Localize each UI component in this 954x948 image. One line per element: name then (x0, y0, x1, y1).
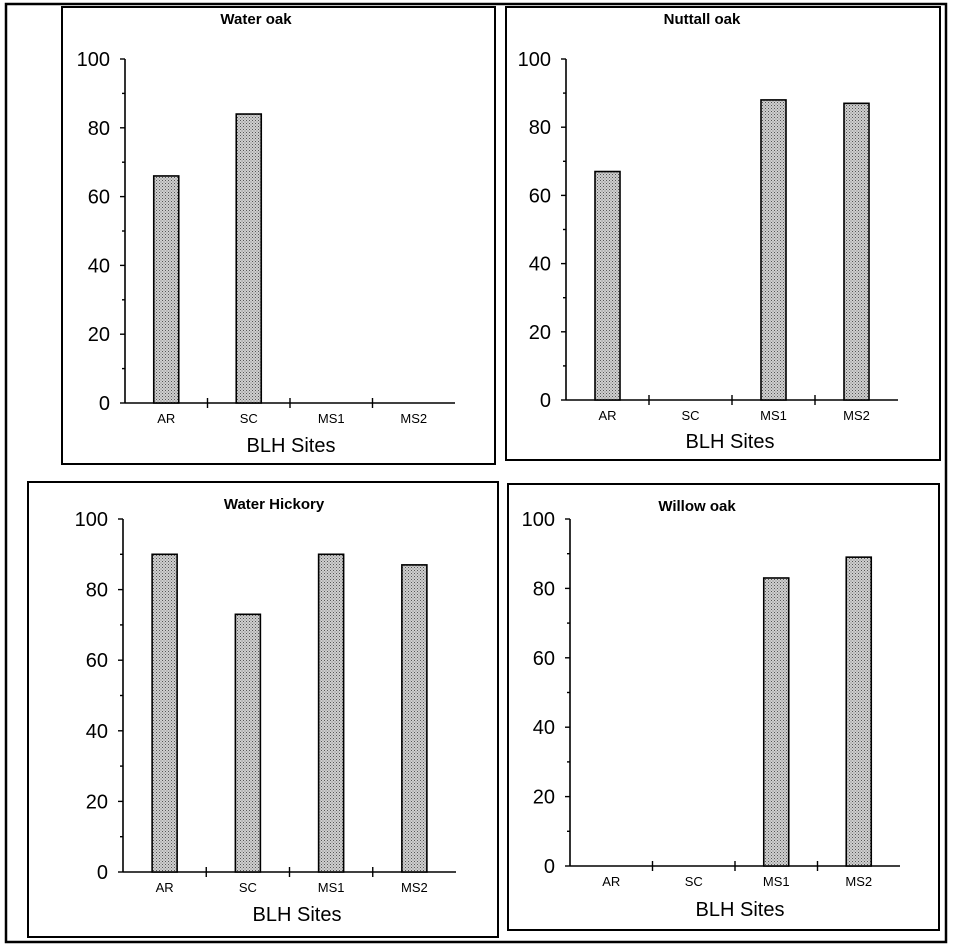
x-tick-label: SC (685, 874, 703, 889)
plot-area: 0 20 40 60 80 100 AR SC MS1 MS2 (77, 49, 455, 426)
y-tick-label: 0 (97, 862, 108, 884)
chart-panel-nuttall-oak: Nuttall oak BLH Sites 0 20 40 60 80 100 AR SC MS… (505, 6, 941, 461)
x-axis-label: BLH Sites (247, 435, 336, 457)
y-tick-label: 80 (529, 117, 551, 139)
x-axis-label: BLH Sites (696, 899, 785, 921)
plot-area: 0 20 40 60 80 100 AR SC MS1 MS2 (518, 49, 898, 423)
x-tick-label: MS1 (318, 880, 345, 895)
y-tick-label: 60 (533, 648, 555, 670)
chart-panel-willow-oak: Willow oak BLH Sites 0 20 40 60 80 100 AR SC MS1… (507, 483, 940, 931)
y-tick-label: 0 (99, 393, 110, 415)
y-tick-label: 0 (540, 390, 551, 412)
x-tick-label: MS2 (845, 874, 872, 889)
y-tick-label: 0 (544, 856, 555, 878)
bar-sc (235, 113, 263, 404)
x-tick-label: AR (598, 408, 616, 423)
figure-frame (4, 2, 948, 944)
x-tick-label: AR (157, 411, 175, 426)
x-tick-label: MS2 (843, 408, 870, 423)
y-tick-label: 40 (88, 255, 110, 277)
panel-frame (61, 6, 496, 465)
plot-area: 0 20 40 60 80 100 AR SC MS1 MS2 (75, 509, 456, 895)
y-tick-label: 40 (529, 254, 551, 276)
y-tick-label: 20 (529, 322, 551, 344)
panel-frame (507, 483, 940, 931)
y-tick-label: 60 (88, 187, 110, 209)
x-axis-label: BLH Sites (253, 904, 342, 926)
bar-ar (594, 170, 621, 401)
y-tick-label: 60 (86, 650, 108, 672)
x-tick-label: AR (156, 880, 174, 895)
y-tick-label: 100 (75, 509, 108, 531)
y-tick-label: 100 (522, 509, 555, 531)
x-tick-label: AR (602, 874, 620, 889)
y-tick-label: 40 (533, 717, 555, 739)
chart-title: Water oak (220, 11, 292, 28)
y-tick-label: 60 (529, 185, 551, 207)
y-tick-label: 20 (88, 324, 110, 346)
bar-ms2 (845, 556, 873, 867)
x-axis-label: BLH Sites (686, 431, 775, 453)
x-tick-label: MS1 (760, 408, 787, 423)
y-tick-label: 100 (77, 49, 110, 71)
panel-frame (505, 6, 941, 461)
bar-ms2 (843, 102, 870, 401)
y-tick-label: 80 (86, 580, 108, 602)
bar-ar (151, 553, 178, 873)
chart-title: Nuttall oak (664, 11, 741, 28)
x-tick-label: MS1 (318, 411, 345, 426)
plot-area: 0 20 40 60 80 100 AR SC MS1 MS2 (522, 509, 900, 889)
x-tick-label: SC (681, 408, 699, 423)
y-tick-label: 100 (518, 49, 551, 71)
x-tick-label: MS1 (763, 874, 790, 889)
x-tick-label: MS2 (401, 880, 428, 895)
bar-ar (152, 175, 180, 404)
x-tick-label: SC (240, 411, 258, 426)
chart-panel-water-oak: Water oak BLH Sites 0 20 40 60 80 100 AR SC MS1 M… (61, 6, 496, 465)
bar-ms2 (401, 564, 428, 873)
y-tick-label: 80 (88, 118, 110, 140)
bar-ms1 (317, 553, 345, 873)
bar-ms1 (760, 99, 787, 401)
bar-sc (234, 613, 262, 873)
x-tick-label: MS2 (400, 411, 427, 426)
chart-title: Water Hickory (224, 496, 325, 513)
chart-title: Willow oak (658, 498, 736, 515)
y-tick-label: 20 (533, 787, 555, 809)
y-tick-label: 40 (86, 721, 108, 743)
chart-panel-water-hickory: Water Hickory BLH Sites 0 20 40 60 80 100 AR SC… (27, 481, 499, 938)
y-tick-label: 20 (86, 791, 108, 813)
y-tick-label: 80 (533, 578, 555, 600)
x-tick-label: SC (239, 880, 257, 895)
bar-ms1 (762, 577, 790, 867)
